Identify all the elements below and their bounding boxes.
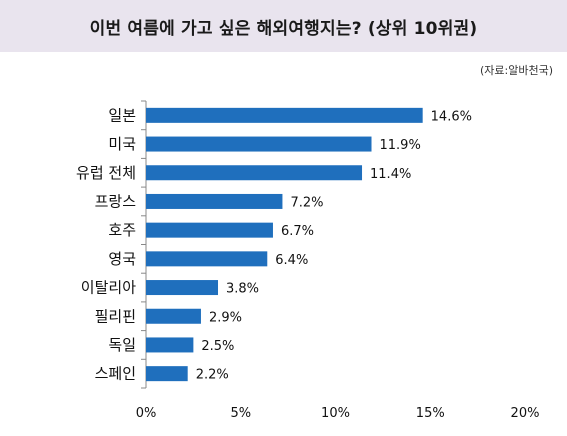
category-label: 미국 [108, 135, 136, 153]
data-label: 11.9% [380, 138, 421, 153]
category-label: 프랑스 [95, 192, 137, 210]
category-label: 독일 [108, 336, 136, 354]
category-label: 영국 [108, 250, 136, 268]
bar-2 [146, 165, 363, 181]
data-label: 2.5% [201, 339, 234, 354]
bar-7 [146, 308, 201, 324]
x-tick-label: 10% [321, 406, 350, 421]
data-label: 6.7% [281, 224, 314, 239]
data-label: 6.4% [275, 253, 308, 268]
category-label: 일본 [108, 106, 136, 124]
category-label: 스페인 [95, 365, 136, 383]
chart-title: 이번 여름에 가고 싶은 해외여행지는? (상위 10위권) [89, 18, 478, 39]
x-tick-label: 20% [511, 406, 540, 421]
bar-4 [146, 222, 273, 238]
x-tick-label: 0% [136, 406, 157, 421]
bar-0 [146, 107, 423, 123]
bar-9 [146, 366, 188, 382]
x-tick-label: 15% [416, 406, 445, 421]
bar-8 [146, 337, 194, 353]
source-note: (자료:알바천국) [479, 64, 553, 77]
data-label: 7.2% [290, 195, 323, 210]
category-label: 이탈리아 [81, 279, 136, 297]
bar-5 [146, 251, 268, 267]
x-tick-label: 5% [230, 406, 251, 421]
data-label: 14.6% [431, 109, 472, 124]
data-label: 2.2% [196, 368, 229, 383]
category-label: 유럽 전체 [76, 164, 136, 182]
category-label: 호주 [108, 221, 136, 239]
bar-3 [146, 193, 283, 209]
data-label: 2.9% [209, 310, 242, 325]
data-label: 11.4% [370, 167, 411, 182]
title-band: 이번 여름에 가고 싶은 해외여행지는? (상위 10위권) [0, 0, 567, 52]
bar-6 [146, 280, 219, 296]
data-label: 3.8% [226, 282, 259, 297]
category-label: 필리핀 [95, 307, 136, 325]
bar-1 [146, 136, 372, 152]
